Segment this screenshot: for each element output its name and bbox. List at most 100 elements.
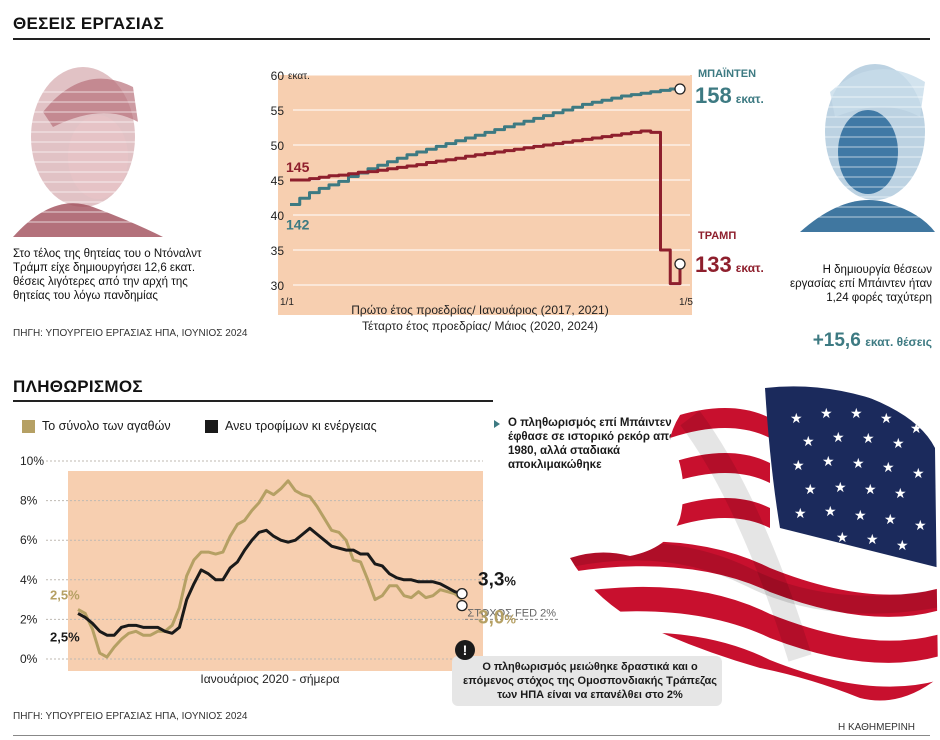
jobs-source: ΠΗΓΗ: ΥΠΟΥΡΓΕΙΟ ΕΡΓΑΣΙΑΣ ΗΠΑ, ΙΟΥΝΙΟΣ 20…	[13, 328, 248, 339]
jobs-y-tick-label: 160	[270, 69, 284, 83]
trump-jobs-line	[290, 129, 682, 286]
all-items-inflation-line	[77, 479, 463, 659]
biden-jobs-end-marker	[674, 83, 686, 95]
trump-name-label: ΤΡΑΜΠ	[698, 230, 736, 242]
alert-text: Ο πληθωρισμός μειώθηκε δραστικά και ο επ…	[463, 661, 717, 701]
svg-text:★: ★	[804, 481, 817, 497]
bottom-rule	[13, 735, 930, 736]
svg-text:★: ★	[832, 429, 845, 445]
trump-start-label: 145	[286, 159, 310, 175]
publisher-name: Η ΚΑΘΗΜΕΡΙΝΗ	[838, 722, 916, 733]
inflation-plot-panel	[68, 471, 483, 671]
svg-text:★: ★	[792, 457, 805, 473]
svg-text:★: ★	[836, 529, 849, 545]
jobs-section-title: ΘΕΣΕΙΣ ΕΡΓΑΣΙΑΣ	[13, 14, 164, 33]
us-flag-illustration: ★ ★ ★ ★ ★ ★ ★ ★ ★ ★ ★ ★ ★ ★ ★ ★ ★ ★ ★ ★ ★ ★ ★ ★ ★ ★	[570, 380, 938, 701]
jobs-x-tick-end: 1/5	[679, 297, 693, 308]
inflation-y-tick-label: 8%	[20, 494, 38, 508]
end-value-all: 3,0	[478, 608, 504, 629]
fed-target-label: ΣΤΟΧΟΣ FED 2%	[467, 607, 556, 619]
svg-text:★: ★	[794, 505, 807, 521]
legend-swatch-core	[205, 420, 218, 433]
note-triangle-icon	[494, 420, 500, 428]
jobs-y-unit: εκατ.	[288, 71, 310, 82]
end-label-all: 3,0%	[478, 608, 516, 629]
jobs-y-tick-label: 150	[270, 139, 284, 153]
svg-text:★: ★	[802, 433, 815, 449]
jobs-y-tick-label: 140	[270, 209, 284, 223]
svg-text:★: ★	[894, 485, 907, 501]
legend-swatch-all	[22, 420, 35, 433]
jobs-caption-2: Τέταρτο έτος προεδρίας/ Μάιος (2020, 202…	[362, 319, 598, 333]
biden-end-unit: εκατ.	[736, 92, 764, 106]
jobs-x-tick-start: 1/1	[280, 297, 294, 308]
inflation-y-tick-label: 6%	[20, 533, 38, 547]
svg-text:★: ★	[834, 479, 847, 495]
svg-text:★: ★	[824, 503, 837, 519]
jobs-y-tick-label: 130	[270, 279, 284, 293]
biden-plus: +15,6 εκατ. θέσεις	[760, 330, 932, 352]
inflation-title-rule	[13, 400, 493, 402]
svg-text:★: ★	[822, 453, 835, 469]
svg-text:★: ★	[910, 420, 923, 436]
inflation-section-title: ΠΛΗΘΩΡΙΣΜΟΣ	[13, 377, 143, 396]
biden-plus-value: +15,6	[812, 330, 861, 351]
inflation-source: ΠΗΓΗ: ΥΠΟΥΡΓΕΙΟ ΕΡΓΑΣΙΑΣ ΗΠΑ, ΙΟΥΝΙΟΣ 20…	[13, 711, 248, 722]
biden-note: Η δημιουργία θέσεων εργασίας επί Μπάιντε…	[789, 264, 932, 304]
trump-portrait	[13, 67, 173, 237]
jobs-chart: 160155150145140135130εκατ.1/11/5142145ΜΠ…	[270, 67, 764, 333]
jobs-y-tick-label: 145	[270, 174, 284, 188]
core-inflation-line	[77, 526, 463, 637]
trump-end-label: 133 εκατ.	[695, 252, 764, 277]
start-label-core: 2,5%	[50, 630, 80, 645]
core-inflation-end-marker	[456, 588, 468, 600]
trump-jobs-end-marker	[674, 258, 686, 270]
biden-jobs-line	[290, 87, 680, 206]
biden-end-label: 158 εκατ.	[695, 83, 764, 108]
svg-text:★: ★	[854, 507, 867, 523]
svg-text:★: ★	[880, 410, 893, 426]
legend-label-all: Το σύνολο των αγαθών	[42, 419, 171, 433]
jobs-title-rule	[13, 38, 930, 40]
jobs-y-tick-label: 155	[270, 104, 284, 118]
svg-text:★: ★	[850, 405, 863, 421]
inflation-y-tick-label: 0%	[20, 652, 38, 666]
svg-text:★: ★	[884, 511, 897, 527]
biden-name-label: ΜΠΑΪΝΤΕΝ	[698, 67, 756, 80]
end-unit-core: %	[504, 574, 516, 589]
exclamation-icon: !	[455, 640, 475, 660]
svg-text:★: ★	[790, 410, 803, 426]
svg-text:★: ★	[866, 531, 879, 547]
inflation-x-label: Ιανουάριος 2020 - σήμερα	[200, 672, 339, 686]
biden-end-value: 158	[695, 83, 732, 108]
inflation-chart: 0%2%4%6%8%10%ΣΤΟΧΟΣ FED 2%2,5%2,5%3,3%3,…	[20, 454, 560, 686]
svg-text:★: ★	[862, 430, 875, 446]
svg-text:★: ★	[882, 459, 895, 475]
svg-text:★: ★	[864, 481, 877, 497]
inflation-y-tick-label: 10%	[20, 454, 44, 468]
end-value-core: 3,3	[478, 570, 504, 591]
start-label-all: 2,5%	[50, 588, 80, 603]
all-items-inflation-end-marker	[456, 599, 468, 612]
end-unit-all: %	[504, 612, 516, 627]
inflation-y-tick-label: 4%	[20, 573, 38, 587]
svg-text:★: ★	[820, 405, 833, 421]
svg-text:★: ★	[912, 465, 925, 481]
trump-end-unit: εκατ.	[736, 261, 764, 275]
svg-text:★: ★	[852, 455, 865, 471]
inflation-y-tick-label: 2%	[20, 612, 38, 626]
jobs-y-tick-label: 135	[270, 244, 284, 258]
biden-plus-unit: εκατ. θέσεις	[865, 335, 932, 349]
alert-box	[452, 656, 722, 706]
trump-note: Στο τέλος της θητείας του ο Ντόναλντ Τρά…	[13, 248, 202, 302]
svg-text:★: ★	[892, 435, 905, 451]
end-label-core: 3,3%	[478, 570, 516, 591]
svg-text:★: ★	[914, 517, 927, 533]
biden-portrait	[790, 64, 935, 232]
jobs-caption-1: Πρώτο έτος προεδρίας/ Ιανουάριος (2017, …	[351, 303, 608, 317]
jobs-plot-panel	[278, 75, 692, 315]
trump-end-value: 133	[695, 252, 732, 277]
svg-text:★: ★	[896, 537, 909, 553]
inflation-note: Ο πληθωρισμός επί Μπάιντεν έφθασε σε ιστ…	[508, 417, 692, 471]
biden-start-label: 142	[286, 217, 310, 233]
